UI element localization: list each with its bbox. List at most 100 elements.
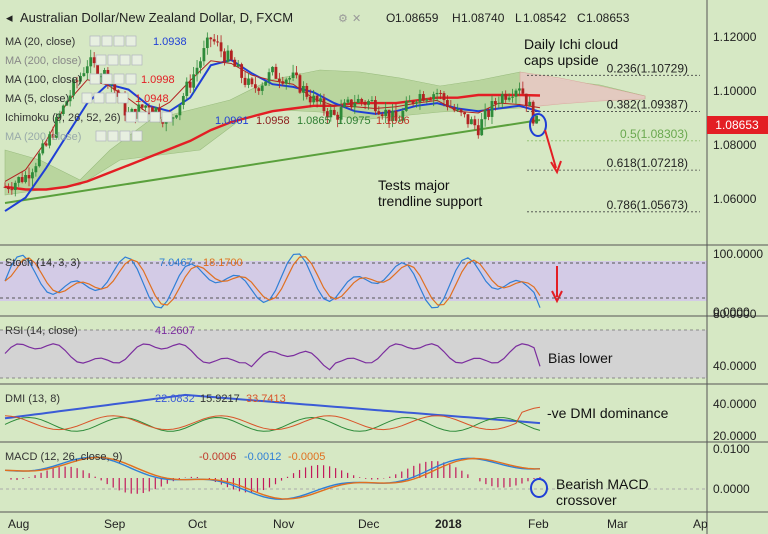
time-tick: Feb: [528, 517, 549, 531]
more-icon[interactable]: [125, 35, 137, 47]
candle-body: [408, 101, 412, 103]
macd-legend[interactable]: MACD (12, 26, close, 9): [5, 451, 122, 463]
candle-body: [10, 189, 14, 191]
candle-body: [466, 114, 470, 125]
ichimoku-legend[interactable]: Ichimoku (9, 26, 52, 26): [5, 112, 121, 124]
legend-button-group: [81, 35, 173, 142]
candle-body: [312, 95, 316, 103]
rsi-legend[interactable]: RSI (14, close): [5, 325, 78, 337]
eye-icon[interactable]: [95, 130, 107, 142]
fib-label: 0.236(1.10729): [607, 61, 688, 75]
more-icon[interactable]: [131, 130, 143, 142]
candle-body: [209, 37, 213, 40]
close-icon[interactable]: [119, 54, 131, 66]
ma5-legend[interactable]: MA (5, close): [5, 93, 69, 105]
price-scale[interactable]: [707, 0, 768, 534]
more-icon[interactable]: [117, 92, 129, 104]
candle-body: [72, 80, 75, 96]
candle-body: [212, 39, 216, 42]
settings-icon[interactable]: [101, 35, 113, 47]
candle-body: [281, 81, 285, 84]
stoch-band: [0, 261, 707, 301]
settings-icon[interactable]: [137, 111, 149, 123]
ma100-legend[interactable]: MA (100, close): [5, 74, 81, 86]
candle-body: [185, 81, 189, 96]
eye-icon[interactable]: [89, 35, 101, 47]
symbol-title: Australian Dollar/New Zealand Dollar, D,…: [20, 10, 293, 25]
ma20-legend[interactable]: MA (20, close): [5, 36, 75, 48]
close-icon[interactable]: [113, 35, 125, 47]
candle-body: [123, 96, 127, 116]
candle-body: [247, 78, 250, 85]
candle-body: [363, 101, 367, 105]
current-price-label: 1.08653: [715, 118, 759, 132]
settings-icon[interactable]: [93, 92, 105, 104]
trendline-support[interactable]: [4, 119, 541, 204]
close-icon[interactable]: [113, 73, 125, 85]
more-icon[interactable]: [161, 111, 173, 123]
more-icon[interactable]: [125, 73, 137, 85]
candle-body: [250, 78, 254, 85]
eye-icon[interactable]: [81, 92, 93, 104]
candle-body: [349, 99, 353, 108]
fibonacci-levels: 0.236(1.10729) 0.382(1.09387) 0.5(1.08303)…: [527, 61, 700, 213]
candle-body: [404, 101, 408, 111]
trendline-annotation-line1: Tests major: [378, 177, 450, 193]
settings-icon[interactable]: [101, 73, 113, 85]
hide-toggle-icon[interactable]: ◂: [6, 10, 13, 25]
stoch-legend[interactable]: Stoch (14, 3, 3): [5, 257, 80, 269]
candle-body: [79, 75, 82, 82]
ichimoku-value-3: 1.0865: [297, 115, 331, 127]
candle-body: [421, 94, 425, 101]
candle-body: [500, 93, 504, 104]
candle-body: [99, 76, 103, 78]
candle-body: [178, 104, 182, 116]
close-icon[interactable]: ✕: [352, 13, 361, 25]
candle-body: [219, 42, 223, 52]
candle-body: [223, 51, 226, 62]
candle-body: [397, 120, 401, 122]
settings-icon[interactable]: [107, 130, 119, 142]
time-tick: Aug: [8, 517, 29, 531]
candle-body: [130, 108, 134, 115]
settings-icon[interactable]: ⚙: [338, 13, 348, 25]
candle-body: [226, 50, 230, 62]
candle-body: [243, 77, 247, 85]
candle-body: [425, 99, 429, 101]
settings-icon[interactable]: [107, 54, 119, 66]
stoch-k-line: [4, 253, 541, 309]
candle-body: [253, 84, 257, 89]
eye-icon[interactable]: [95, 54, 107, 66]
candle-body: [373, 100, 377, 112]
candle-body: [264, 81, 268, 86]
eye-icon[interactable]: [89, 73, 101, 85]
candle-body: [151, 107, 154, 113]
stoch-d-value: 18.1700: [203, 257, 243, 269]
candle-body: [411, 101, 415, 104]
candle-body: [473, 119, 477, 126]
candle-body: [85, 66, 89, 74]
macd-tick: 0.0000: [713, 482, 750, 496]
eye-icon[interactable]: [125, 111, 137, 123]
candle-body: [295, 72, 298, 76]
candle-body: [476, 125, 480, 136]
more-icon[interactable]: [131, 54, 143, 66]
candle-body: [435, 92, 439, 95]
candle-body: [181, 95, 185, 105]
rsi-annotation: Bias lower: [548, 350, 613, 366]
support-test-circle: [529, 113, 547, 137]
candle-body: [284, 79, 288, 84]
ohlc-low: 1.08542: [523, 11, 567, 25]
close-icon[interactable]: [149, 111, 161, 123]
candle-body: [267, 72, 271, 82]
candle-body: [205, 37, 209, 49]
dmi-legend[interactable]: DMI (13, 8): [5, 393, 60, 405]
ma200-legend[interactable]: MA (200, close): [5, 55, 81, 67]
close-icon[interactable]: [105, 92, 117, 104]
ma-extra-legend[interactable]: MA (200, close): [5, 131, 81, 143]
candle-body: [24, 175, 27, 183]
dmi-adx-line: [4, 393, 541, 425]
candle-body: [339, 107, 343, 120]
close-icon[interactable]: [119, 130, 131, 142]
candle-body: [336, 114, 340, 120]
